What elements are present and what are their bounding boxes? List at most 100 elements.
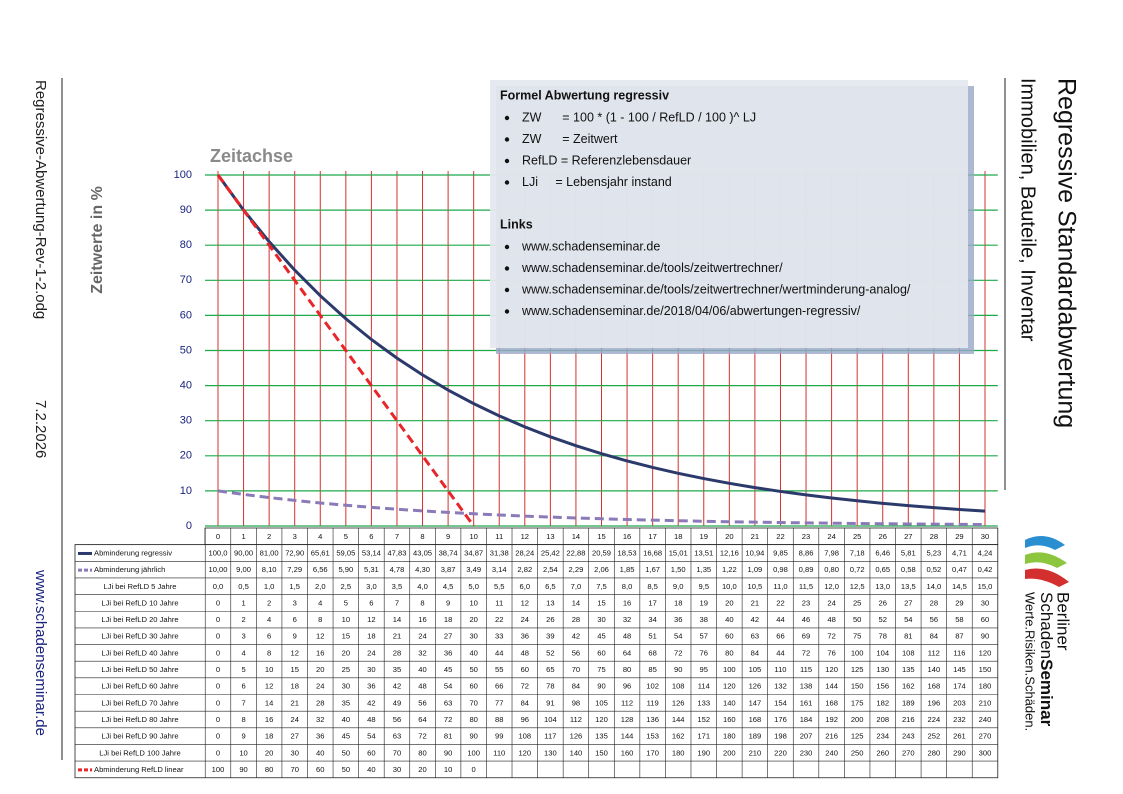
table-value: 5,0 (468, 582, 479, 591)
bullet (504, 180, 510, 185)
table-value: 65 (546, 665, 554, 674)
table-value: 203 (953, 698, 966, 707)
table-value: 114 (698, 682, 710, 691)
table-value: 19 (700, 598, 708, 607)
table-value: 80 (265, 765, 273, 774)
table-value: 144 (825, 682, 838, 691)
table-value: 91 (546, 698, 554, 707)
table-value: 18 (367, 632, 375, 641)
table-value: 8,0 (622, 582, 633, 591)
table-value: 20 (265, 748, 273, 757)
table-value: 96 (623, 682, 631, 691)
table-value: 6,5 (545, 582, 556, 591)
x-tick-label: 0 (216, 532, 220, 541)
table-value: 30 (597, 615, 605, 624)
table-value: 48 (827, 615, 835, 624)
table-value: 14 (572, 598, 580, 607)
table-value: 18,53 (618, 548, 637, 557)
file-name: Regressive-Abwertung-Rev-1-2.odg (32, 80, 49, 319)
table-value: 150 (979, 665, 992, 674)
table-value: 6 (369, 598, 373, 607)
info-item: ZW = Zeitwert (522, 132, 618, 146)
table-value: 8 (318, 615, 322, 624)
table-value: 0 (216, 698, 220, 707)
table-value: 48 (521, 648, 529, 657)
logo: Berliner SchadenSeminar Werte.Risiken.Sc… (1023, 536, 1073, 731)
table-value: 16 (418, 615, 426, 624)
table-value: 90 (469, 732, 477, 741)
y-tick-label: 50 (180, 344, 192, 356)
series-line (216, 174, 475, 527)
y-tick-label: 70 (180, 274, 192, 286)
table-value: 180 (672, 748, 685, 757)
table-value: 72 (444, 715, 452, 724)
table-value: 1,67 (645, 565, 660, 574)
y-tick-label: 100 (174, 169, 192, 181)
table-value: 7,29 (287, 565, 302, 574)
table-value: 72,90 (285, 548, 304, 557)
table-value: 58 (955, 615, 963, 624)
table-value: 50 (342, 748, 350, 757)
table-value: 126 (570, 732, 583, 741)
x-tick-label: 24 (827, 532, 835, 541)
x-tick-label: 29 (955, 532, 963, 541)
table-value: 24 (290, 715, 298, 724)
table-value: 36 (367, 682, 375, 691)
table-value: 240 (825, 748, 838, 757)
table-value: 280 (928, 748, 941, 757)
table-value: 54 (367, 732, 375, 741)
table-value: 9,00 (236, 565, 251, 574)
table-value: 28 (930, 598, 938, 607)
table-value: 1 (241, 598, 245, 607)
table-value: 40 (725, 615, 733, 624)
table-value: 44 (776, 648, 784, 657)
x-tick-label: 17 (648, 532, 656, 541)
table-value: 120 (723, 682, 736, 691)
table-value: 54 (904, 615, 912, 624)
table-value: 100 (467, 748, 480, 757)
table-value: 0 (216, 632, 220, 641)
table-value: 60 (725, 632, 733, 641)
y-tick-label: 0 (186, 520, 192, 532)
table-value: 15,01 (669, 548, 688, 557)
x-tick-label: 16 (623, 532, 631, 541)
table-value: 76 (700, 648, 708, 657)
x-tick-label: 18 (674, 532, 682, 541)
table-value: 232 (953, 715, 966, 724)
table-value: 200 (723, 748, 736, 757)
table-value: 270 (902, 748, 915, 757)
table-value: 3,0 (366, 582, 377, 591)
table-value: 36 (521, 632, 529, 641)
x-tick-label: 27 (904, 532, 912, 541)
x-tick-label: 10 (469, 532, 477, 541)
bullet (504, 158, 510, 164)
table-value: 26 (546, 615, 554, 624)
bullet (504, 115, 510, 121)
table-value: 5,90 (338, 565, 353, 574)
info-heading: Formel Abwertung regressiv (500, 88, 669, 102)
table-value: 145 (953, 665, 966, 674)
table-value: 48 (418, 682, 426, 691)
bullet (504, 309, 510, 314)
table-value: 36 (316, 732, 324, 741)
table-value: 72 (521, 682, 529, 691)
table-value: 30 (469, 632, 477, 641)
x-tick-label: 5 (344, 532, 348, 541)
table-value: 49 (393, 698, 401, 707)
table-value: 2,5 (341, 582, 352, 591)
table-value: 140 (928, 665, 941, 674)
table-value: 30 (290, 748, 298, 757)
table-value: 270 (979, 732, 992, 741)
table-value: 30 (393, 765, 401, 774)
x-tick-label: 23 (802, 532, 810, 541)
table-value: 3,87 (441, 565, 456, 574)
table-value: 8 (241, 715, 245, 724)
info-item: LJi = Lebensjahr instand (522, 175, 672, 189)
table-value: 88 (495, 715, 503, 724)
table-value: 108 (672, 682, 685, 691)
table-value: 100 (212, 765, 225, 774)
table-value: 252 (928, 732, 941, 741)
table-value: 112 (570, 715, 582, 724)
table-value: 14,5 (952, 582, 967, 591)
table-value: 24 (316, 682, 324, 691)
